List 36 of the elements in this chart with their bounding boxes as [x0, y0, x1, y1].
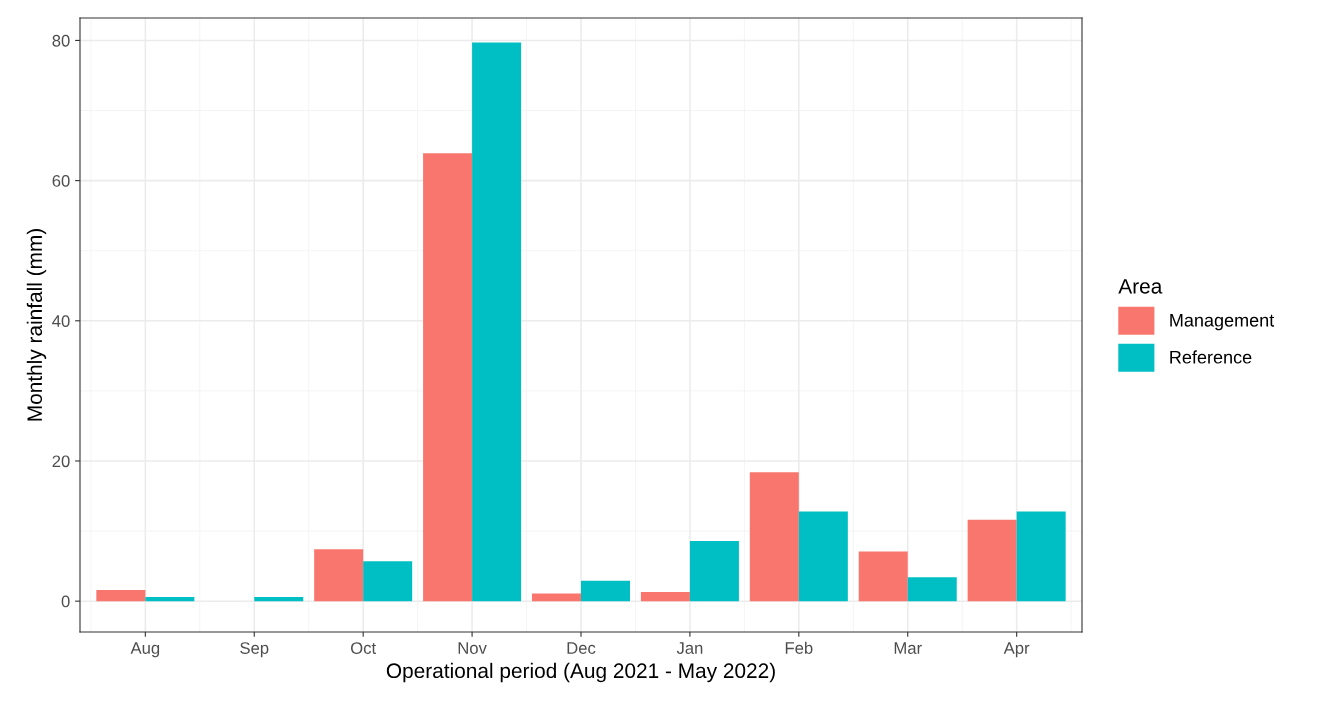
y-tick-label: 40 — [52, 315, 70, 327]
y-tick-label: 80 — [52, 34, 70, 47]
bar — [749, 472, 799, 602]
x-tick-label: Sep — [240, 642, 269, 658]
bar — [907, 577, 957, 602]
x-axis-title: Operational period (Aug 2021 - May 2022) — [386, 662, 775, 683]
x-tick-label: Feb — [785, 641, 813, 654]
x-tick-label: Mar — [894, 642, 922, 654]
bar — [363, 561, 413, 602]
bar — [472, 42, 522, 602]
y-tick-label: 0 — [61, 595, 70, 608]
y-axis-title: Monthly rainfall (mm) — [26, 229, 47, 421]
bar — [640, 592, 690, 602]
bar — [314, 549, 364, 602]
legend-label: Reference — [1170, 350, 1252, 364]
bar — [1016, 511, 1066, 602]
bar — [798, 511, 848, 602]
bar — [967, 519, 1017, 602]
y-tick-label: 60 — [52, 175, 70, 187]
bar — [858, 551, 908, 602]
x-tick-label: Jan — [676, 642, 703, 654]
bar — [96, 589, 146, 602]
x-tick-label: Dec — [567, 642, 596, 654]
bar — [254, 596, 304, 602]
x-tick-label: Apr — [1003, 642, 1030, 658]
legend-label: Management — [1170, 314, 1275, 331]
bar — [581, 580, 631, 602]
legend-title: Area — [1118, 279, 1163, 294]
bar — [531, 593, 581, 602]
bar — [423, 153, 473, 602]
y-tick-label: 20 — [52, 455, 70, 468]
x-tick-label: Oct — [351, 642, 377, 654]
bar — [145, 596, 195, 602]
x-tick-label: Aug — [130, 642, 160, 658]
bar — [689, 540, 739, 602]
x-tick-label: Nov — [458, 642, 487, 654]
